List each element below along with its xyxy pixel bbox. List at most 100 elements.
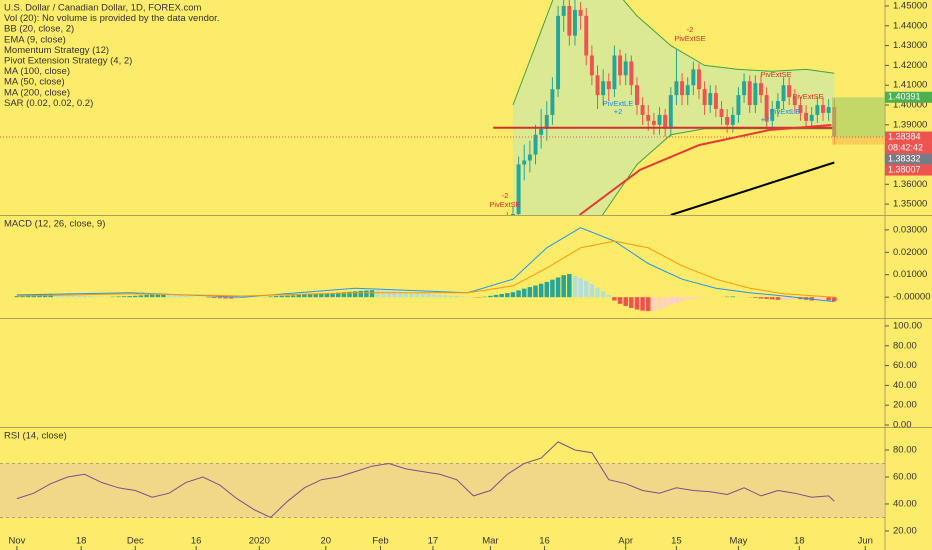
x-tick-label: Nov <box>8 536 25 547</box>
macd-histogram-bar <box>59 294 65 298</box>
y-tick-label: 1.42000 <box>893 60 927 71</box>
macd-histogram-bar <box>567 274 572 298</box>
macd-histogram-bar <box>189 296 194 298</box>
candle-body <box>691 69 696 86</box>
candle-body <box>781 85 786 102</box>
macd-histogram-bar <box>753 297 758 298</box>
candle-body <box>747 81 752 106</box>
macd-histogram-bar <box>313 294 318 298</box>
macd-histogram-bar <box>375 290 380 298</box>
bb-fill <box>512 0 835 215</box>
candle-body <box>770 108 775 121</box>
macd-histogram-bar <box>127 296 132 298</box>
y-tick-label: 0.00 <box>893 420 912 431</box>
macd-histogram-bar <box>290 295 296 298</box>
candle-body <box>516 164 521 215</box>
indicator-label: Pivot Extension Strategy (4, 2) <box>4 56 132 67</box>
candle-body <box>708 93 713 106</box>
macd-histogram-bar <box>302 294 307 298</box>
macd-histogram-bar <box>347 291 352 298</box>
x-tick-label: 18 <box>76 536 87 547</box>
series-line <box>578 124 832 215</box>
candle-body <box>618 55 623 76</box>
pane-title: MACD (12, 26, close, 9) <box>4 219 105 230</box>
pane <box>14 227 837 312</box>
macd-histogram-bar <box>138 295 144 298</box>
macd-histogram-bar <box>82 295 87 298</box>
macd-histogram-bar <box>815 297 820 301</box>
macd-histogram-bar <box>420 293 426 298</box>
strategy-annotation: -2 <box>687 25 694 34</box>
indicator-label: Momentum Strategy (12) <box>4 45 109 56</box>
price-badge <box>885 153 932 165</box>
macd-histogram-bar <box>330 293 335 298</box>
macd-histogram-bar <box>668 297 674 305</box>
macd-histogram-bar <box>217 297 223 299</box>
candle-body <box>697 69 701 90</box>
macd-histogram-bar <box>820 297 826 300</box>
y-tick-label: 1.35000 <box>893 199 927 210</box>
x-tick-label: 16 <box>191 536 202 547</box>
candle-body <box>550 89 555 115</box>
macd-histogram-bar <box>386 290 392 298</box>
macd-histogram-bar <box>758 297 764 299</box>
candle-body <box>544 114 549 129</box>
macd-histogram-bar <box>149 294 155 298</box>
x-tick-label: 15 <box>671 536 682 547</box>
y-tick-label: 100.00 <box>893 320 922 331</box>
y-tick-label: 60.00 <box>893 360 917 371</box>
position-target <box>832 97 885 138</box>
y-tick-label: 1.41000 <box>893 80 927 91</box>
candle-body <box>725 116 730 125</box>
candle-body <box>646 114 651 121</box>
macd-histogram-bar <box>527 287 533 298</box>
macd-histogram-bar <box>166 294 172 298</box>
candle-body <box>595 75 600 96</box>
candle-body <box>584 15 589 56</box>
macd-histogram-bar <box>764 297 769 299</box>
candle-body <box>821 105 825 113</box>
y-tick-label: 80.00 <box>893 445 917 456</box>
macd-histogram-bar <box>65 294 70 298</box>
macd-histogram-bar <box>645 297 651 312</box>
candle-body <box>719 108 724 117</box>
macd-histogram-bar <box>381 290 386 298</box>
macd-histogram-bar <box>544 281 550 298</box>
macd-histogram-bar <box>335 292 341 298</box>
macd-histogram-bar <box>409 292 414 298</box>
macd-histogram-bar <box>245 297 251 298</box>
macd-histogram-bar <box>775 297 781 300</box>
macd-histogram-bar <box>674 297 679 303</box>
candle-body <box>561 5 566 16</box>
macd-histogram-bar <box>426 293 431 298</box>
macd-histogram-bar <box>178 295 183 298</box>
macd-histogram-bar <box>324 293 330 298</box>
y-tick-label: 40.00 <box>893 498 917 509</box>
macd-histogram-bar <box>629 297 634 308</box>
macd-histogram-bar <box>155 294 161 298</box>
indicator-label: BB (20, close, 2) <box>4 24 74 35</box>
macd-histogram-bar <box>403 291 409 298</box>
macd-histogram-bar <box>234 297 240 299</box>
candle-body <box>635 85 639 106</box>
macd-histogram-bar <box>364 290 369 298</box>
candle-body <box>640 105 645 115</box>
strategy-annotation: +2 <box>614 107 623 116</box>
pane-title: RSI (14, close) <box>4 431 67 442</box>
x-tick-label: Apr <box>618 536 633 547</box>
price-badge-label: 1.38384 <box>888 131 921 141</box>
macd-histogram-bar <box>781 297 786 300</box>
macd-histogram-bar <box>285 295 290 298</box>
candle-body <box>730 114 735 125</box>
macd-histogram-bar <box>358 290 364 298</box>
strategy-annotation: PivExtSE <box>489 200 520 209</box>
strategy-annotation: PivExtSE <box>792 92 823 101</box>
macd-histogram-bar <box>612 297 617 301</box>
candle-body <box>753 83 758 106</box>
position-stop <box>832 137 885 145</box>
y-tick-label: 1.44000 <box>893 20 927 31</box>
y-tick-label: 1.40000 <box>893 100 927 111</box>
macd-histogram-bar <box>555 277 561 298</box>
macd-histogram-bar <box>516 290 521 298</box>
macd-histogram-bar <box>572 275 578 298</box>
